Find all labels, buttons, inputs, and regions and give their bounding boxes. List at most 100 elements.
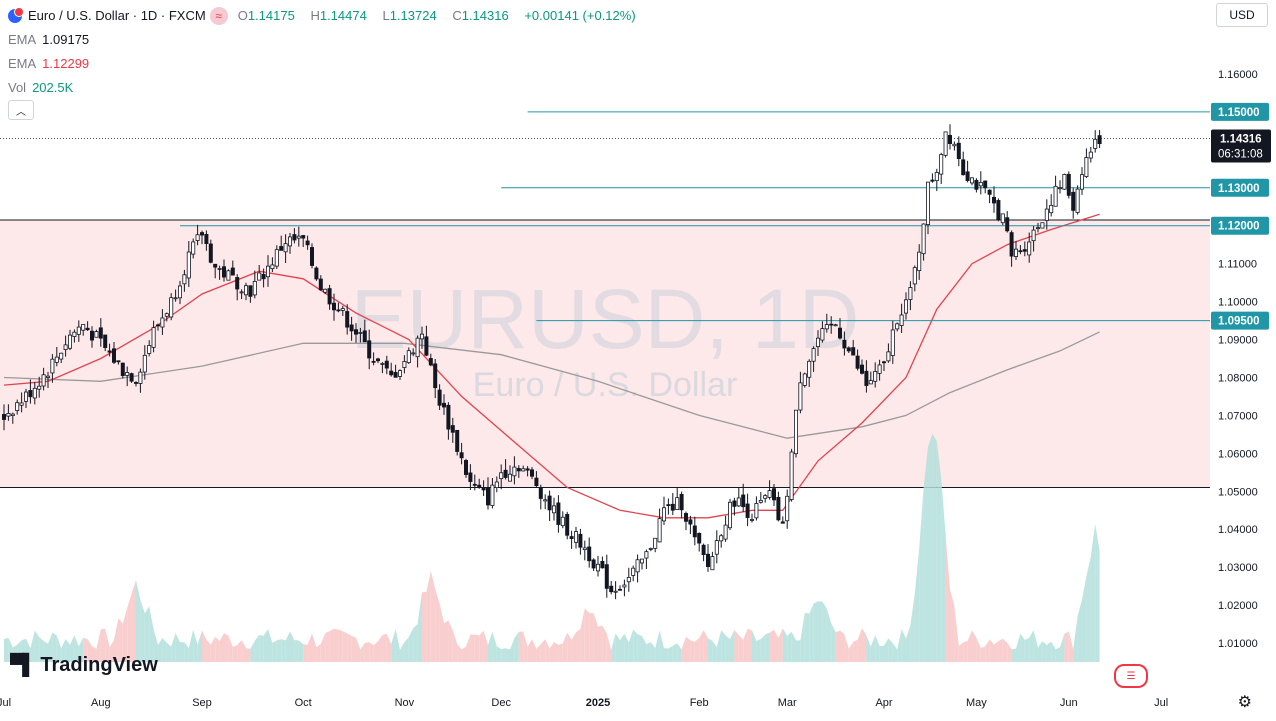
volume-bar [127,593,132,662]
candle [10,412,15,424]
candle-body [706,553,711,567]
candle [503,459,508,480]
candle-body [789,451,794,500]
candle-body [635,559,640,573]
candle [1058,180,1063,194]
volume-bar [549,642,554,662]
volume-bar [624,633,629,662]
volume-bar [910,593,915,662]
volume-bar [219,633,224,662]
candle [340,305,345,316]
candle [1022,241,1027,257]
candle-body [873,371,878,382]
volume-bar [378,634,383,662]
candle-body [287,236,292,247]
y-tick-label: 1.09000 [1218,335,1258,347]
volume-bar [290,631,295,662]
candle-body [349,324,354,332]
candle-body [155,324,160,327]
volume-bar [914,547,920,662]
candle [934,168,939,192]
candle-body [728,501,733,529]
volume-bar [523,631,528,662]
candle [318,275,323,292]
candle-body [882,361,887,364]
candle-body [116,360,121,363]
volume-bar [96,629,101,662]
volume-bar [664,648,669,662]
candle-body [138,371,143,384]
candle [996,198,1001,222]
candle-body [842,339,847,349]
candle [494,476,499,493]
candle [846,346,851,353]
candle-body [2,414,7,420]
volume-bar [822,601,827,662]
candle [939,152,944,184]
candle [776,491,781,522]
us-flag-icon[interactable]: ☰ [1114,664,1148,688]
volume-bar [892,643,898,662]
candle [772,484,777,506]
currency-selector[interactable]: USD [1216,3,1268,27]
volume-bar [765,632,770,662]
volume-bar [193,629,198,662]
candle-body [626,577,631,583]
volume-bar [356,637,361,662]
volume-bar [857,628,862,662]
wave-icon[interactable]: ≈ [209,7,228,25]
candle-body [692,525,697,538]
volume-bar [989,639,994,662]
volume-bar [699,630,704,662]
candle [701,543,706,562]
candle-body [19,402,24,406]
candle [882,360,887,372]
candle-body [455,429,460,452]
watermark-symbol: EURUSD, 1D [351,272,860,366]
candle [151,320,156,353]
volume-bar [263,628,268,662]
candle [257,265,262,281]
candle [90,326,95,348]
candle [433,358,438,399]
candle [248,285,253,303]
candle [719,533,724,548]
volume-bar [1060,633,1065,662]
candle-body [1071,191,1076,211]
volume-bar [708,638,713,662]
candle-body [419,333,424,340]
volume-bar [241,640,246,662]
candle-body [1080,174,1085,190]
candle [908,281,913,311]
volume-bar [532,639,537,662]
volume-bar [620,633,625,662]
ema-slow-row[interactable]: EMA 1.09175 [8,28,642,52]
candle [41,367,46,391]
candle [974,178,979,193]
candle [930,173,935,183]
candle-body [670,503,675,511]
ema-fast-row[interactable]: EMA 1.12299 [8,52,642,76]
tradingview-logo[interactable]: ▀▌ TradingView [10,654,158,677]
volume-bar [70,635,75,662]
volume-row[interactable]: Vol 202.5K [8,76,642,100]
settings-gear-icon[interactable]: ⚙ [1237,694,1252,711]
last-price-countdown: 06:31:08 [1218,148,1263,160]
symbol-title[interactable]: Euro / U.S. Dollar · 1D · FXCM [28,8,206,23]
volume-bar [74,635,79,662]
candle-body [1022,249,1027,252]
candle-body [213,263,218,268]
candle-body [375,358,380,362]
volume-bar [78,637,84,662]
candle-body [28,390,33,398]
volume-bar [188,629,194,662]
level-price-tag [1211,311,1269,330]
collapse-legend-button[interactable]: ︿ [8,100,34,120]
volume-bar [1002,638,1008,662]
candle [860,359,865,375]
volume-bar [87,639,92,662]
candle-body [182,274,187,285]
candle [155,323,160,331]
